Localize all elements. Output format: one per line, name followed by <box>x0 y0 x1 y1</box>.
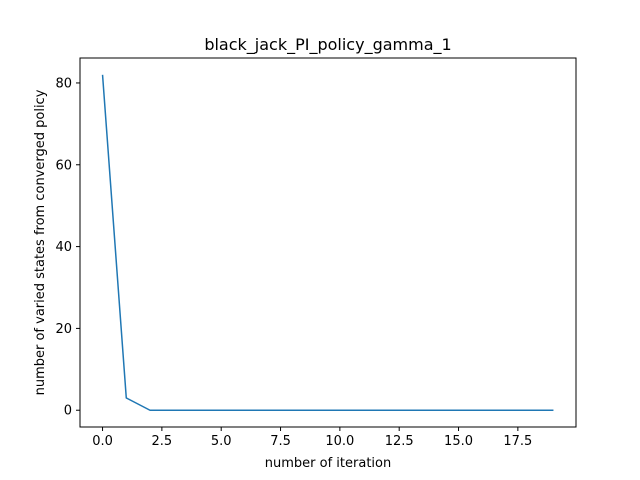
x-tick-label: 17.5 <box>503 434 532 449</box>
y-axis-label: number of varied states from converged p… <box>33 89 48 395</box>
x-axis-label: number of iteration <box>265 456 391 471</box>
y-tick-label: 80 <box>55 76 72 91</box>
x-tick-label: 7.5 <box>270 434 291 449</box>
x-tick-label: 0.0 <box>92 434 113 449</box>
x-tick-label: 12.5 <box>385 434 414 449</box>
axes-frame <box>79 57 577 428</box>
series-line-0 <box>101 74 554 411</box>
x-tick-label: 5.0 <box>211 434 232 449</box>
chart-title: black_jack_PI_policy_gamma_1 <box>204 35 451 55</box>
y-tick-label: 20 <box>55 322 72 337</box>
x-tick-label: 2.5 <box>152 434 173 449</box>
y-tick-label: 60 <box>55 158 72 173</box>
y-tick-label: 0 <box>64 404 72 419</box>
x-tick-label: 10.0 <box>325 434 354 449</box>
axis-ticks: 0.0 2.5 5.0 7.5 10.0 12.5 15.0 17.5 0 20 40 60 80 <box>55 76 532 449</box>
x-tick-label: 15.0 <box>444 434 473 449</box>
y-tick-label: 40 <box>55 240 72 255</box>
plot-area <box>101 74 554 411</box>
